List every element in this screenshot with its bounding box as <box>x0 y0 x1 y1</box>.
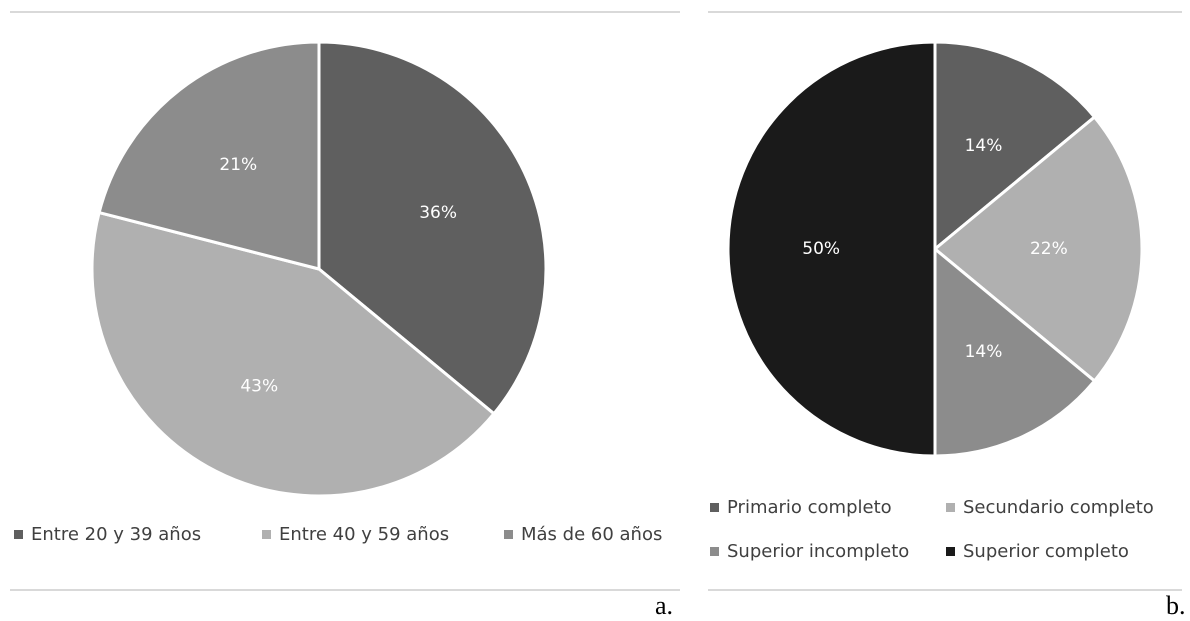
legend-swatch <box>710 547 719 556</box>
legend-item-superior-completo: Superior completo <box>946 541 1129 562</box>
panel-letter-a: a. <box>655 591 674 620</box>
legend-swatch <box>504 530 513 539</box>
age-slice-0 <box>317 40 548 416</box>
education-slice-2 <box>933 247 1096 458</box>
education-slice-1 <box>933 115 1144 383</box>
legend-label: Entre 20 y 39 años <box>31 524 202 545</box>
legend-item-primario: Primario completo <box>710 497 892 518</box>
pie-chart-age: 36% 43% 21% <box>90 40 548 498</box>
top-rule <box>708 11 1182 13</box>
age-slice-1 <box>90 211 496 498</box>
age-data-label-2: 21% <box>219 155 257 175</box>
bottom-rule <box>10 589 680 591</box>
education-data-label-2: 14% <box>965 342 1003 362</box>
legend-item-superior-incompleto: Superior incompleto <box>710 541 909 562</box>
legend-swatch <box>262 530 271 539</box>
age-data-label-1: 43% <box>240 376 278 396</box>
legend-item-20-39: Entre 20 y 39 años <box>14 524 201 545</box>
education-data-label-0: 14% <box>965 136 1003 156</box>
legend-item-60-plus: Más de 60 años <box>504 524 662 545</box>
education-data-label-3: 50% <box>802 239 840 259</box>
pie-chart-education: 14% 22% 14% 50% <box>726 40 1144 458</box>
legend-label: Superior incompleto <box>727 541 910 562</box>
education-slice-3 <box>726 40 937 458</box>
chart-panel-a: 36% 43% 21% Entre 20 y 39 años Entre 40 y … <box>10 11 680 620</box>
chart-panel-b: 14% 22% 14% 50% Primario completo Secundari… <box>700 0 1190 621</box>
bottom-rule <box>708 589 1182 591</box>
education-data-label-1: 22% <box>1030 239 1068 259</box>
legend-label: Más de 60 años <box>521 524 663 545</box>
legend-label: Superior completo <box>963 541 1129 562</box>
legend-swatch <box>710 503 719 512</box>
legend-swatch <box>14 530 23 539</box>
education-slice-0 <box>933 40 1096 251</box>
top-rule <box>10 11 680 13</box>
age-data-label-0: 36% <box>419 203 457 223</box>
panel-letter-b: b. <box>1166 591 1186 620</box>
legend-item-secundario: Secundario completo <box>946 497 1154 518</box>
legend-label: Entre 40 y 59 años <box>279 524 450 545</box>
legend-label: Secundario completo <box>963 497 1154 518</box>
legend-item-40-59: Entre 40 y 59 años <box>262 524 449 545</box>
legend-swatch <box>946 503 955 512</box>
legend-swatch <box>946 547 955 556</box>
legend-label: Primario completo <box>727 497 892 518</box>
age-slice-2 <box>97 40 321 271</box>
